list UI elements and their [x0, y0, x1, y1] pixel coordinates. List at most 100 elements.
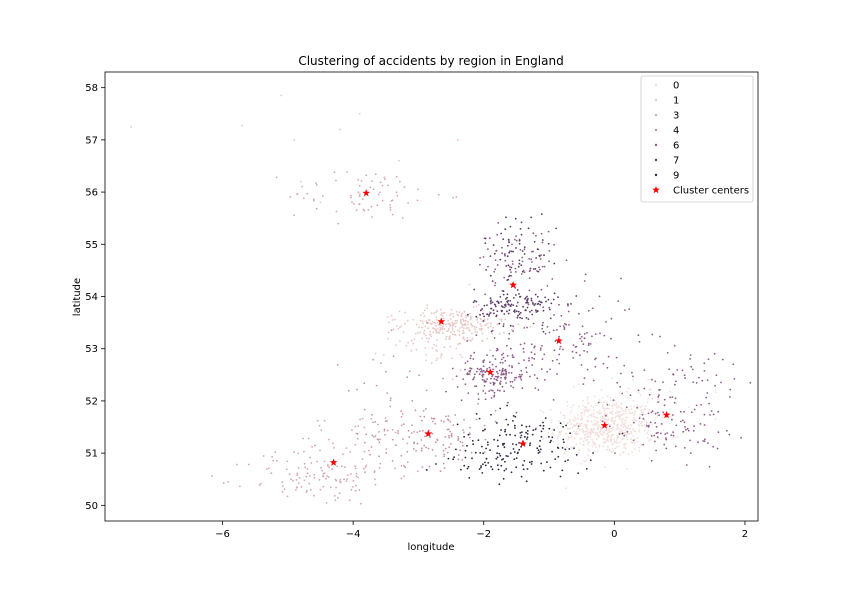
point-cluster-0	[638, 449, 641, 452]
point-cluster-9	[490, 465, 492, 468]
point-cluster-0	[581, 428, 584, 430]
point-cluster-9	[551, 450, 553, 453]
point-cluster-0	[646, 432, 648, 434]
point-cluster-0	[586, 408, 589, 411]
point-cluster-9	[471, 439, 474, 442]
point-cluster-1	[481, 327, 483, 330]
point-cluster-4	[449, 420, 452, 423]
point-cluster-0	[649, 388, 652, 391]
point-cluster-6	[473, 351, 476, 354]
point-cluster-4	[450, 432, 453, 435]
point-cluster-9	[515, 457, 518, 459]
point-cluster-6	[620, 277, 622, 280]
point-cluster-6	[542, 321, 544, 324]
point-cluster-0	[620, 406, 623, 409]
point-cluster-7	[533, 241, 536, 243]
point-cluster-6	[501, 246, 503, 249]
point-cluster-6	[467, 392, 470, 394]
point-cluster-0	[597, 428, 600, 431]
point-cluster-6	[520, 369, 523, 372]
point-cluster-7	[536, 248, 539, 251]
point-cluster-0	[630, 405, 632, 408]
point-cluster-0	[611, 443, 614, 446]
point-cluster-6	[580, 340, 583, 342]
point-cluster-0	[592, 423, 595, 426]
point-cluster-6	[659, 335, 661, 338]
point-cluster-1	[452, 313, 455, 315]
point-cluster-7	[549, 308, 551, 311]
point-cluster-0	[621, 429, 623, 432]
point-cluster-0	[600, 427, 602, 430]
point-cluster-3	[328, 466, 330, 469]
point-cluster-6	[472, 378, 475, 380]
point-cluster-6	[508, 337, 510, 340]
point-cluster-4	[407, 429, 410, 432]
point-cluster-6	[702, 440, 704, 442]
point-cluster-4	[439, 470, 442, 473]
point-cluster-3	[349, 196, 352, 199]
point-cluster-1	[471, 337, 474, 340]
point-cluster-1	[462, 336, 465, 338]
point-cluster-6	[583, 333, 586, 335]
point-cluster-7	[535, 309, 537, 312]
point-cluster-6	[689, 357, 691, 360]
point-cluster-9	[503, 469, 506, 472]
point-cluster-3	[350, 194, 352, 197]
point-cluster-6	[564, 322, 566, 325]
point-cluster-9	[525, 438, 528, 440]
point-cluster-6	[665, 437, 667, 439]
point-cluster-6	[721, 358, 724, 361]
point-cluster-0	[609, 399, 612, 402]
point-cluster-9	[562, 426, 564, 428]
point-cluster-6	[507, 401, 509, 404]
point-cluster-3	[400, 465, 403, 467]
point-cluster-6	[509, 250, 511, 253]
point-cluster-3	[281, 481, 284, 484]
point-cluster-1	[481, 332, 484, 335]
point-cluster-6	[503, 390, 506, 393]
point-cluster-6	[580, 364, 583, 366]
point-cluster-0	[606, 445, 609, 448]
point-cluster-7	[490, 330, 493, 333]
point-cluster-7	[466, 313, 469, 316]
point-cluster-6	[468, 373, 471, 375]
point-cluster-0	[594, 415, 596, 418]
point-cluster-6	[525, 371, 528, 374]
point-cluster-7	[531, 313, 534, 316]
point-cluster-1	[430, 362, 433, 364]
point-cluster-6	[526, 326, 528, 329]
point-cluster-1	[466, 337, 469, 339]
point-cluster-1	[404, 311, 406, 314]
point-cluster-6	[680, 420, 682, 423]
point-cluster-0	[629, 427, 631, 430]
point-cluster-3	[389, 204, 391, 206]
point-cluster-6	[617, 300, 620, 302]
point-cluster-1	[455, 310, 458, 313]
point-cluster-6	[579, 337, 582, 340]
point-cluster-6	[519, 249, 522, 251]
point-cluster-1	[448, 322, 451, 325]
point-cluster-0	[577, 433, 579, 435]
point-cluster-1	[442, 312, 445, 314]
point-cluster-6	[494, 268, 497, 271]
legend-label: 1	[673, 96, 679, 107]
point-cluster-3	[307, 437, 310, 440]
point-cluster-0	[611, 407, 614, 410]
point-cluster-0	[595, 411, 598, 413]
point-cluster-1	[427, 321, 430, 324]
point-cluster-1	[387, 331, 390, 334]
point-cluster-1	[434, 322, 437, 324]
point-cluster-6	[528, 359, 530, 362]
point-cluster-3	[351, 201, 353, 204]
point-cluster-9	[489, 449, 491, 451]
point-cluster-9	[531, 460, 533, 463]
point-cluster-6	[502, 323, 505, 325]
point-cluster-6	[592, 379, 595, 382]
point-cluster-6	[625, 406, 628, 409]
point-cluster-0	[623, 443, 625, 446]
point-cluster-1	[458, 327, 461, 329]
point-cluster-1	[421, 326, 423, 329]
point-cluster-6	[726, 429, 728, 432]
point-cluster-3	[384, 417, 387, 419]
point-cluster-3	[271, 455, 273, 458]
